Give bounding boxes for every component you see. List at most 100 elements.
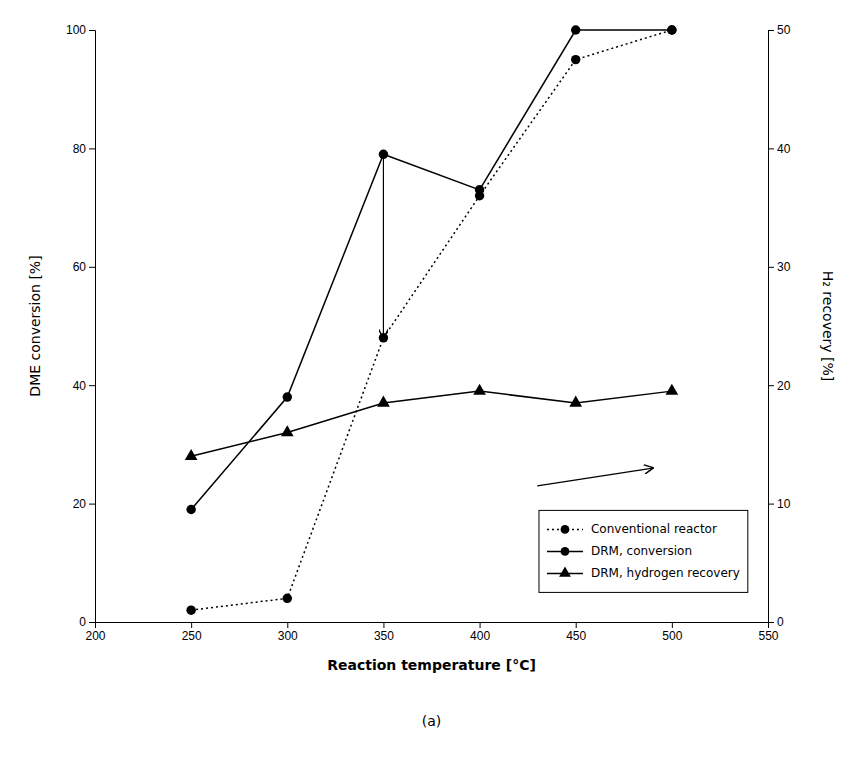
caption: (a) [422,713,442,729]
x-tick-mark [287,622,288,628]
y2-tick-label: 30 [777,260,791,274]
x-tick: 200 [85,622,105,643]
legend-label: DRM, conversion [591,544,692,558]
y-tick-mark [89,148,95,149]
y-tick-label: 100 [66,23,86,37]
y-axis-line [89,31,96,623]
series-marker [667,25,676,34]
x-tick-label: 250 [182,629,202,643]
y2-tick-label: 40 [777,142,791,156]
x-tick-mark [576,622,577,628]
x-tick: 500 [662,622,682,643]
x-axis: 200 250 300 350 400 450 500 550 [85,622,778,643]
y-tick-mark [89,267,95,268]
chart: 2002503003504004505005500204060801000102… [0,0,863,772]
x-tick: 300 [278,622,298,643]
y2-tick: 40 [768,142,791,156]
x-tick-mark [480,622,481,628]
series-marker [281,425,294,436]
y-tick-label: 60 [73,260,87,274]
legend: Conventional reactor DRM, conversion DRM, … [539,510,748,592]
y-tick-mark [89,385,95,386]
y-tick: 100 [66,23,95,37]
y2-tick-mark [768,385,774,386]
legend-label: Conventional reactor [591,522,717,536]
y2-tick: 10 [768,497,791,511]
y-tick: 20 [73,497,95,511]
y-tick-mark [89,30,95,31]
series-marker [667,25,676,34]
x-tick-label: 450 [566,629,586,643]
y-tick-label: 40 [73,379,87,393]
x-tick: 550 [758,622,778,643]
y2-tick: 0 [768,615,784,629]
x-tick-label: 500 [662,629,682,643]
y2-axis: 0 10 20 30 40 50 [768,23,791,629]
y-tick: 80 [73,142,95,156]
y2-tick-mark [768,267,774,268]
legend-frame [539,510,748,592]
x-axis-line [96,623,769,629]
legend-item: DRM, conversion [547,544,692,558]
y2-axis-line [769,31,775,623]
y2-tick: 50 [768,23,791,37]
y-axis-title: DME conversion [%] [27,255,43,396]
series-marker [283,594,292,603]
y2-tick-label: 0 [777,615,784,629]
series-marker [571,55,580,64]
series-marker [666,384,679,395]
series-marker [185,449,198,460]
y2-tick-label: 50 [777,23,791,37]
y2-tick-label: 20 [777,379,791,393]
x-axis-title: Reaction temperature [°C] [327,657,536,673]
y2-tick-label: 10 [777,497,791,511]
series-marker [186,505,195,514]
legend-marker-sample [561,547,570,556]
x-tick-label: 550 [758,629,778,643]
x-tick-label: 200 [85,629,105,643]
legend-item: DRM, hydrogen recovery [547,566,740,580]
y-tick-label: 0 [79,615,86,629]
y-tick: 40 [73,379,95,393]
y-tick: 60 [73,260,95,274]
series-marker [186,605,195,614]
y-tick: 0 [79,615,95,629]
legend-marker-sample [561,525,570,534]
x-tick: 350 [374,622,394,643]
series-marker [571,25,580,34]
x-tick: 400 [470,622,490,643]
annotation-arrow [383,154,384,338]
y2-tick-mark [768,622,774,623]
legend-label: DRM, hydrogen recovery [591,566,740,580]
x-tick: 250 [182,622,202,643]
series-line [191,30,672,510]
legend-item: Conventional reactor [547,522,717,536]
x-tick-label: 300 [278,629,298,643]
y2-tick-mark [768,148,774,149]
series-marker [377,396,390,407]
y-tick-mark [89,622,95,623]
series-line [191,391,672,456]
x-tick-mark [383,622,384,628]
plot: 2002503003504004505005500204060801000102… [27,23,836,673]
series-marker [569,396,582,407]
series-marker [475,185,484,194]
y2-tick-mark [768,504,774,505]
y-tick-label: 80 [73,142,87,156]
x-tick-label: 350 [374,629,394,643]
series-marker [283,392,292,401]
x-tick: 450 [566,622,586,643]
x-tick-mark [191,622,192,628]
series-marker [473,384,486,395]
y-axis: 0 20 40 60 80 100 [66,23,96,629]
y2-axis-title: H₂ recovery [%] [820,271,836,382]
y2-tick: 30 [768,260,791,274]
x-tick-label: 400 [470,629,490,643]
legend-marker-sample [559,567,571,577]
annotation-arrow [537,468,652,486]
x-tick-mark [672,622,673,628]
y2-tick: 20 [768,379,791,393]
y-tick-label: 20 [73,497,87,511]
y2-tick-mark [768,30,774,31]
y-tick-mark [89,504,95,505]
